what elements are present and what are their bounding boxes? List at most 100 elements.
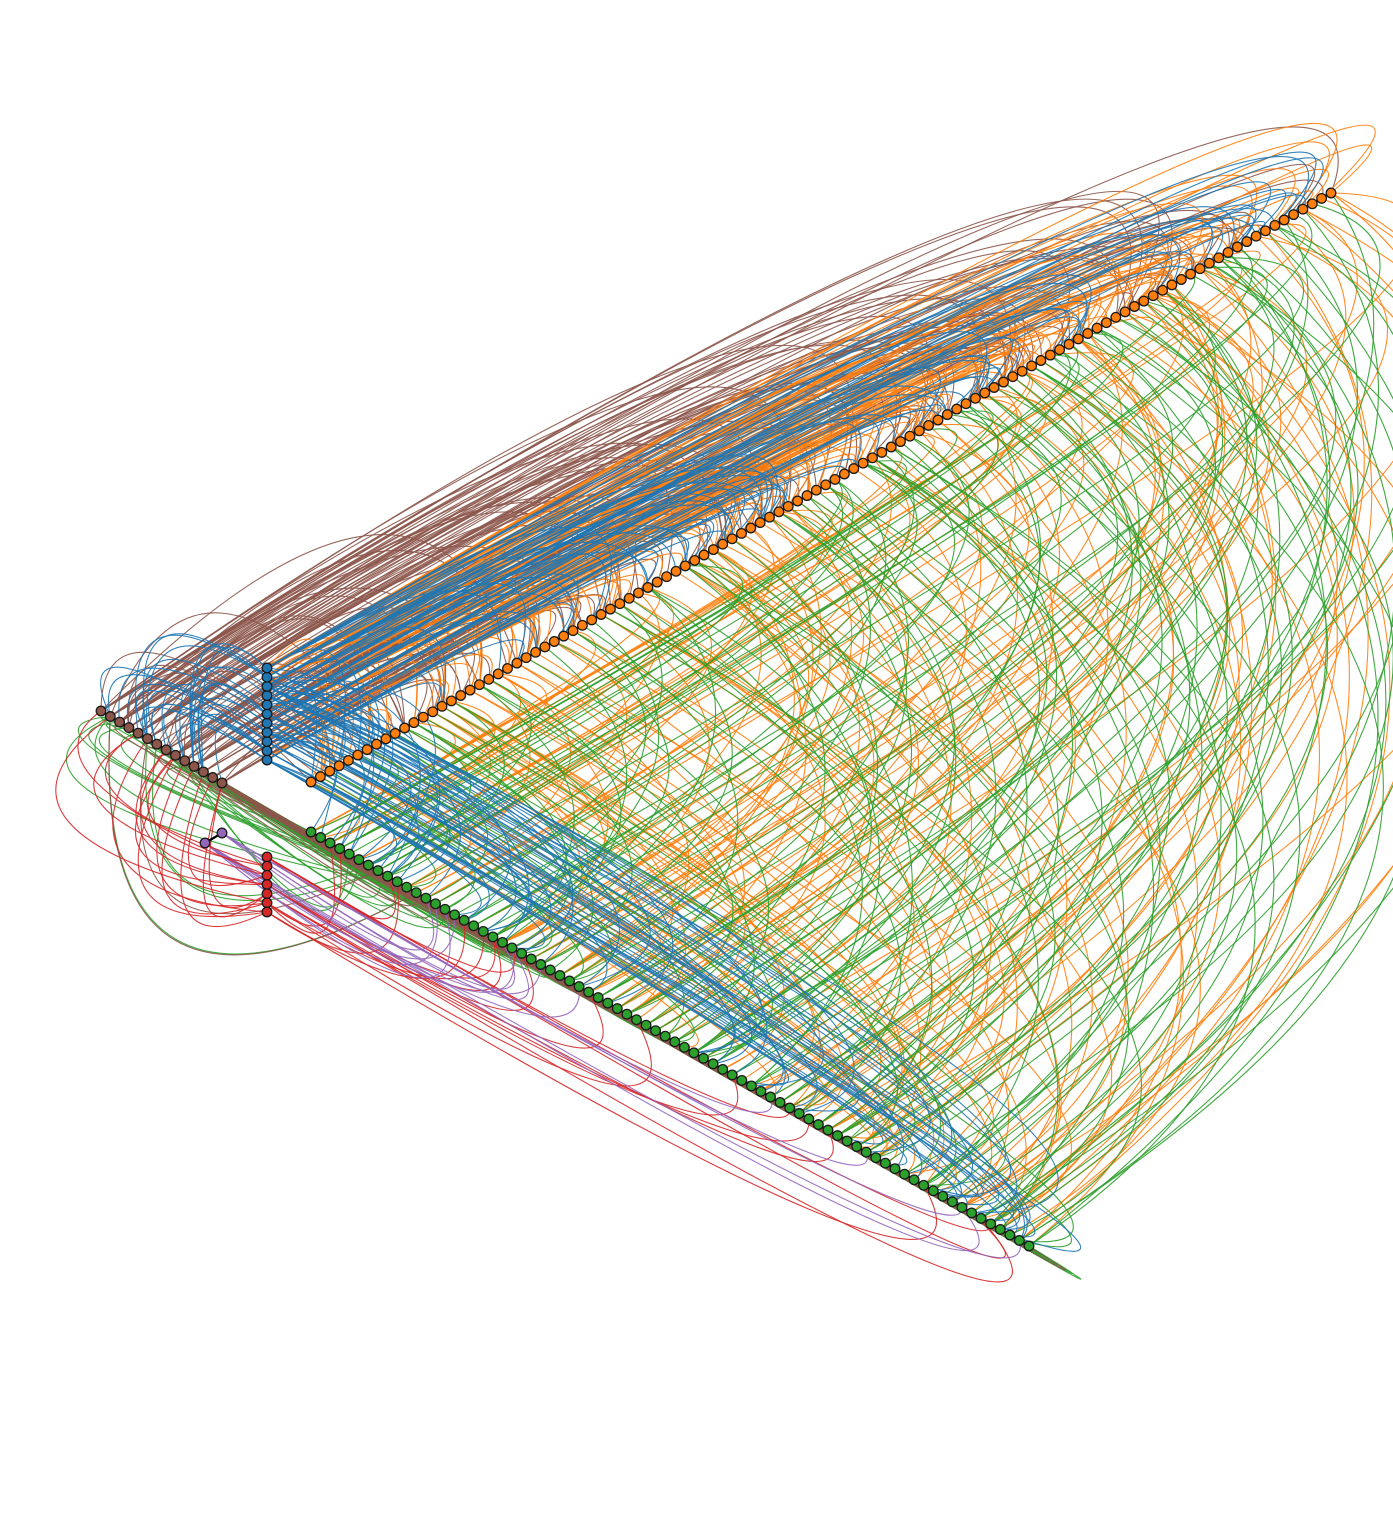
edge-blue-axis-green-axis bbox=[266, 741, 490, 921]
orange-axis-node bbox=[1297, 203, 1309, 215]
edge-orange-axis-green-axis bbox=[778, 511, 1125, 1186]
green-axis-node bbox=[1013, 1235, 1025, 1246]
green-axis-node bbox=[659, 1030, 671, 1042]
orange-axis-node bbox=[1007, 371, 1019, 383]
edge-orange-axis-green-axis bbox=[540, 338, 1174, 965]
orange-axis-node bbox=[1119, 306, 1131, 318]
edge-orange-axis-green-axis bbox=[956, 408, 1264, 1214]
orange-axis-node bbox=[1063, 338, 1075, 350]
edge-orange-axis-green-axis bbox=[497, 673, 1027, 1225]
green-axis-node bbox=[832, 1130, 843, 1142]
edge-orange-axis-green-axis bbox=[990, 230, 1393, 1225]
orange-axis-node bbox=[1269, 219, 1281, 231]
edge-brown-axis-blue-axis bbox=[151, 703, 268, 752]
edge-green-axis-brown-axis bbox=[77, 715, 398, 883]
orange-axis-node bbox=[604, 603, 616, 615]
edge-orange-axis-green-axis bbox=[525, 657, 770, 1037]
blue-axis-node bbox=[261, 699, 273, 711]
orange-axis-node bbox=[867, 452, 878, 464]
edge-brown-axis-orange-axis bbox=[212, 292, 1134, 778]
brown-axis-node bbox=[151, 738, 163, 750]
edge-orange-axis-green-axis bbox=[329, 770, 1072, 1248]
edge-blue-axis-orange-axis bbox=[266, 283, 1088, 669]
orange-axis-node bbox=[502, 663, 513, 674]
edge-orange-axis-green-axis bbox=[818, 441, 1074, 1126]
edge-orange-axis-green-axis bbox=[559, 219, 1309, 976]
edge-blue-axis-orange-axis bbox=[266, 618, 537, 715]
green-axis-node bbox=[889, 1163, 901, 1175]
edge-blue-axis-orange-axis bbox=[266, 662, 324, 777]
edge-purple-axis-green-axis bbox=[221, 832, 868, 1166]
orange-axis-node bbox=[427, 706, 439, 718]
green-axis-node bbox=[707, 1058, 719, 1070]
red-axis-node bbox=[261, 851, 273, 863]
edge-blue-axis-green-axis bbox=[266, 750, 979, 1198]
orange-axis-node bbox=[810, 484, 822, 496]
orange-axis-node bbox=[352, 749, 364, 761]
edge-red-axis-green-axis bbox=[266, 911, 938, 1240]
red-axis-node bbox=[261, 860, 273, 872]
green-axis-node bbox=[439, 903, 451, 915]
edge-brown-axis-blue-axis bbox=[214, 723, 268, 784]
green-axis-node bbox=[1004, 1229, 1016, 1241]
green-axis-node bbox=[698, 1052, 709, 1064]
edge-orange-axis-green-axis bbox=[329, 343, 1079, 844]
edge-blue-axis-orange-axis bbox=[266, 409, 939, 743]
edge-blue-axis-green-axis bbox=[266, 704, 753, 1065]
edge-purple-axis-green-axis bbox=[204, 842, 451, 979]
edge-orange-axis-green-axis bbox=[818, 252, 1328, 1126]
edge-orange-axis-green-axis bbox=[694, 559, 1127, 1208]
edge-orange-axis-green-axis bbox=[932, 376, 1242, 1192]
orange-axis-node bbox=[1035, 355, 1047, 366]
orange-axis-node bbox=[1185, 268, 1197, 280]
green-axis-node bbox=[669, 1036, 681, 1048]
edge-orange-axis-green-axis bbox=[559, 219, 1347, 976]
edge-blue-axis-orange-axis bbox=[266, 219, 1214, 687]
orange-axis-node bbox=[661, 571, 673, 583]
edge-blue-axis-orange-axis bbox=[266, 508, 763, 752]
orange-axis-node bbox=[389, 727, 401, 739]
orange-axis-node bbox=[464, 684, 476, 696]
edge-brown-axis-red-axis bbox=[208, 782, 268, 909]
orange-axis-node bbox=[1100, 317, 1112, 329]
edge-orange-axis-green-axis bbox=[703, 554, 1093, 1208]
orange-axis-node bbox=[342, 754, 354, 766]
edge-orange-axis-green-axis bbox=[473, 386, 1085, 927]
green-axis-node bbox=[765, 1091, 776, 1103]
orange-axis-node bbox=[1044, 349, 1056, 361]
edge-orange-axis-green-axis bbox=[521, 262, 1275, 954]
edge-blue-axis-orange-axis bbox=[266, 465, 768, 687]
edge-orange-axis-green-axis bbox=[890, 446, 1155, 1225]
orange-axis-node bbox=[829, 473, 841, 485]
edge-brown-axis-red-axis bbox=[180, 771, 268, 928]
orange-axis-node bbox=[567, 625, 579, 637]
orange-axis-node bbox=[679, 560, 691, 572]
edge-blue-axis-orange-axis bbox=[266, 490, 760, 743]
orange-axis-node bbox=[361, 744, 373, 756]
green-axis-node bbox=[372, 865, 384, 877]
edge-blue-axis-green-axis bbox=[266, 685, 530, 943]
edge-orange-axis-green-axis bbox=[779, 500, 997, 1103]
edge-brown-axis-red-axis bbox=[77, 710, 268, 876]
orange-axis-node bbox=[941, 409, 953, 421]
blue-axis-node bbox=[261, 736, 273, 748]
orange-axis-node bbox=[1288, 209, 1300, 221]
edge-orange-axis-green-axis bbox=[394, 732, 916, 1159]
edge-orange-axis-green-axis bbox=[846, 360, 1282, 1142]
edge-orange-axis-green-axis bbox=[789, 457, 1076, 1109]
edge-blue-axis-green-axis bbox=[266, 722, 412, 861]
edge-orange-axis-green-axis bbox=[731, 538, 1129, 1203]
green-axis-node bbox=[803, 1113, 815, 1125]
green-axis-node bbox=[1023, 1240, 1035, 1252]
edge-orange-axis-green-axis bbox=[483, 257, 1295, 932]
edge-blue-axis-green-axis bbox=[266, 731, 533, 932]
edge-orange-axis-green-axis bbox=[693, 224, 1393, 1054]
orange-axis-node bbox=[717, 538, 729, 550]
edge-orange-axis-green-axis bbox=[432, 711, 935, 1181]
edge-brown-axis-orange-axis bbox=[137, 388, 832, 734]
edge-orange-axis-green-axis bbox=[684, 565, 881, 1087]
edge-orange-axis-green-axis bbox=[779, 392, 1175, 1103]
orange-axis-node bbox=[1306, 198, 1318, 210]
edge-blue-axis-green-axis bbox=[266, 731, 365, 844]
orange-axis-node bbox=[380, 733, 392, 745]
